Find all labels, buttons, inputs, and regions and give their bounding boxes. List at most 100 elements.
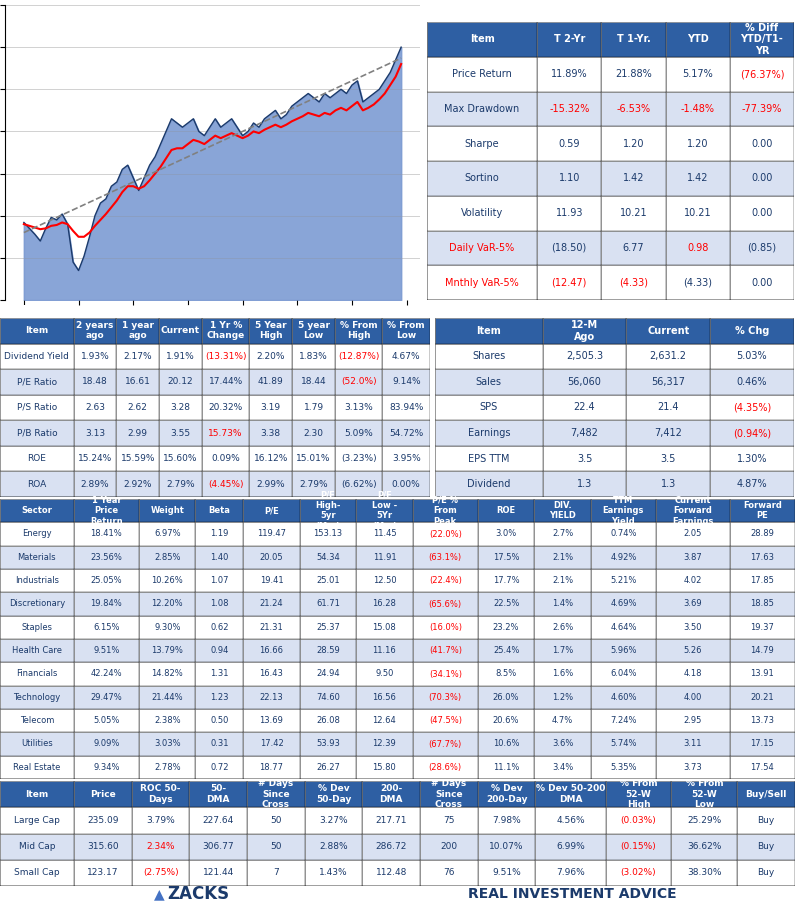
Text: Dividend Yield: Dividend Yield: [4, 352, 70, 361]
Text: 0.31: 0.31: [210, 739, 229, 749]
Text: 6.99%: 6.99%: [556, 842, 585, 851]
Text: Technology: Technology: [14, 693, 61, 702]
Bar: [335, 395, 383, 420]
Bar: [300, 522, 356, 546]
Bar: [74, 369, 117, 395]
Text: % From
Low: % From Low: [388, 321, 425, 341]
Text: 26.0%: 26.0%: [493, 693, 519, 702]
Text: 3.55: 3.55: [170, 429, 191, 438]
Text: Dividend: Dividend: [467, 479, 511, 489]
Bar: [590, 546, 656, 569]
Text: 7.96%: 7.96%: [556, 868, 585, 877]
Text: 1.93%: 1.93%: [81, 352, 109, 361]
Text: 15.01%: 15.01%: [296, 454, 331, 463]
Text: Real Estate: Real Estate: [14, 763, 61, 771]
Text: 21.88%: 21.88%: [615, 69, 652, 80]
Bar: [656, 592, 729, 616]
Text: 36.62%: 36.62%: [687, 842, 721, 851]
Text: 11.16: 11.16: [372, 646, 396, 655]
Bar: [427, 126, 537, 161]
Bar: [243, 569, 300, 592]
Text: (22.0%): (22.0%): [429, 529, 462, 538]
Bar: [535, 781, 606, 807]
Text: 1 Yr %
Change: 1 Yr % Change: [207, 321, 244, 341]
Text: 26.08: 26.08: [316, 717, 340, 725]
Bar: [196, 663, 243, 686]
Text: Sharpe: Sharpe: [465, 139, 499, 149]
Bar: [300, 686, 356, 709]
Bar: [656, 522, 729, 546]
Bar: [0, 318, 74, 344]
Text: 6.97%: 6.97%: [154, 529, 181, 538]
Bar: [243, 592, 300, 616]
Bar: [363, 807, 420, 834]
Bar: [0, 499, 74, 522]
Text: 83.94%: 83.94%: [389, 403, 423, 412]
Bar: [602, 265, 666, 300]
Text: 24.94: 24.94: [316, 669, 340, 678]
Text: 3 Month SPY Price: 3 Month SPY Price: [5, 0, 206, 4]
Text: 3.13: 3.13: [85, 429, 105, 438]
Bar: [478, 499, 535, 522]
Bar: [0, 472, 74, 497]
Bar: [537, 196, 602, 230]
Bar: [0, 686, 74, 709]
Text: 1.7%: 1.7%: [552, 646, 573, 655]
Text: 0.94: 0.94: [210, 646, 229, 655]
Bar: [74, 709, 139, 732]
Text: 2 years
ago: 2 years ago: [77, 321, 113, 341]
Bar: [292, 318, 335, 344]
Text: Large Cap: Large Cap: [14, 816, 60, 824]
Text: P/B Ratio: P/B Ratio: [17, 429, 58, 438]
Bar: [435, 395, 543, 420]
Bar: [435, 472, 543, 497]
Text: (16.0%): (16.0%): [429, 622, 462, 632]
Bar: [729, 616, 795, 639]
Bar: [356, 522, 413, 546]
Bar: [413, 592, 478, 616]
Text: Price: Price: [90, 790, 116, 799]
Text: Financials: Financials: [16, 669, 58, 678]
Bar: [420, 781, 478, 807]
Text: 61.71: 61.71: [316, 600, 340, 609]
Text: (13.31%): (13.31%): [205, 352, 246, 361]
Bar: [74, 472, 117, 497]
Bar: [0, 860, 74, 886]
Text: 1.40: 1.40: [210, 553, 229, 562]
Text: 25.37: 25.37: [316, 622, 340, 632]
Bar: [656, 639, 729, 663]
Bar: [729, 756, 795, 779]
Text: 17.15: 17.15: [750, 739, 774, 749]
Text: Discretionary: Discretionary: [9, 600, 65, 609]
Bar: [139, 709, 196, 732]
Text: S&P 500 Market Cap Analysis: S&P 500 Market Cap Analysis: [439, 305, 622, 315]
Bar: [189, 781, 247, 807]
Bar: [243, 709, 300, 732]
Text: 6.77: 6.77: [622, 243, 644, 253]
Text: 5.05%: 5.05%: [93, 717, 120, 725]
Text: 11.45: 11.45: [372, 529, 396, 538]
Bar: [478, 732, 535, 756]
Bar: [626, 318, 710, 344]
Text: 2.95: 2.95: [684, 717, 702, 725]
Bar: [196, 569, 243, 592]
Bar: [626, 446, 710, 472]
Text: % Dev
200-Day: % Dev 200-Day: [486, 784, 527, 803]
Text: 18.85: 18.85: [750, 600, 774, 609]
Text: -77.39%: -77.39%: [741, 104, 782, 114]
Bar: [300, 732, 356, 756]
Text: 3.11: 3.11: [684, 739, 702, 749]
Bar: [413, 546, 478, 569]
Bar: [196, 499, 243, 522]
Text: Current: Current: [161, 326, 200, 335]
Bar: [139, 732, 196, 756]
Bar: [74, 616, 139, 639]
Bar: [243, 546, 300, 569]
Bar: [729, 569, 795, 592]
Text: 2.92%: 2.92%: [124, 480, 152, 489]
Bar: [420, 807, 478, 834]
Bar: [74, 446, 117, 472]
Text: 17.63: 17.63: [750, 553, 774, 562]
Bar: [74, 663, 139, 686]
Bar: [300, 592, 356, 616]
